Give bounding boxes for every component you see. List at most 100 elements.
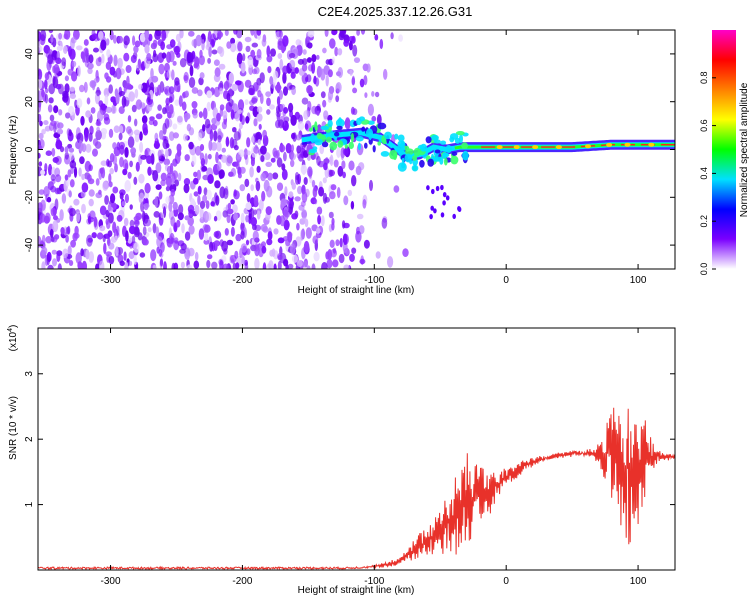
noise-blob: [300, 200, 306, 207]
noise-blob: [78, 167, 82, 177]
noise-blob: [250, 49, 256, 58]
noise-blob: [118, 106, 125, 114]
noise-blob: [282, 65, 288, 75]
noise-blob: [170, 216, 176, 227]
noise-blob: [85, 110, 91, 118]
noise-blob: [226, 239, 234, 246]
x-tick-label: 0: [503, 275, 509, 286]
noise-blob: [289, 199, 294, 210]
noise-blob: [231, 83, 238, 92]
noise-blob: [219, 46, 225, 58]
noise-blob: [292, 132, 297, 142]
noise-blob: [256, 48, 262, 59]
noise-blob: [187, 52, 194, 63]
noise-blob: [282, 72, 287, 84]
noise-blob: [192, 112, 198, 119]
noise-blob: [221, 147, 226, 153]
noise-blob: [277, 237, 285, 244]
noise-blob: [260, 145, 267, 155]
noise-blob: [119, 156, 124, 168]
noise-blob: [147, 93, 151, 103]
noise-blob: [166, 51, 172, 64]
noise-blob: [183, 112, 191, 120]
noise-blob: [85, 249, 90, 260]
noise-blob: [122, 168, 128, 176]
noise-blob: [124, 147, 129, 158]
noise-blob: [47, 104, 53, 113]
noise-blob: [67, 245, 72, 256]
noise-blob: [331, 56, 336, 65]
noise-blob: [44, 79, 48, 90]
noise-blob: [323, 162, 328, 171]
noise-blob: [341, 160, 346, 169]
noise-blob: [108, 242, 115, 250]
noise-blob: [342, 171, 346, 179]
noise-blob: [295, 174, 300, 185]
noise-blob: [246, 193, 251, 203]
noise-blob: [128, 91, 135, 102]
noise-blob: [67, 143, 73, 149]
signal-blob: [308, 148, 318, 154]
noise-blob: [77, 261, 83, 269]
noise-blob: [193, 260, 200, 269]
noise-blob: [204, 224, 211, 233]
noise-blob: [69, 86, 76, 92]
y-tick-label: 2: [24, 436, 35, 442]
noise-blob: [311, 54, 317, 63]
noise-blob: [343, 195, 349, 206]
noise-blob: [154, 30, 162, 41]
noise-blob: [242, 53, 246, 62]
noise-blob: [157, 39, 164, 47]
noise-blob: [232, 262, 237, 269]
noise-blob: [169, 232, 175, 245]
noise-blob: [224, 228, 229, 236]
noise-blob: [204, 118, 211, 129]
noise-blob: [63, 45, 68, 54]
noise-blob: [350, 200, 355, 210]
signal-blob: [431, 188, 435, 195]
noise-blob: [64, 151, 70, 160]
noise-blob: [237, 41, 243, 52]
noise-blob: [188, 141, 194, 150]
noise-blob: [301, 64, 308, 72]
noise-blob: [316, 54, 320, 60]
signal-core-red: [481, 143, 675, 148]
noise-blob: [161, 30, 167, 42]
noise-blob: [282, 125, 287, 131]
x-tick-label: 100: [630, 576, 647, 587]
noise-blob: [91, 232, 97, 239]
signal-blob: [411, 164, 419, 172]
spectrogram-x-label: Height of straight line (km): [298, 285, 415, 296]
signal-blob: [461, 142, 468, 150]
noise-blob: [322, 99, 327, 108]
noise-blob: [305, 227, 312, 239]
noise-blob: [108, 173, 112, 184]
noise-blob: [160, 172, 167, 182]
noise-blob: [276, 157, 283, 168]
noise-blob: [214, 180, 221, 189]
noise-blob: [331, 30, 338, 36]
noise-blob: [65, 226, 70, 235]
noise-blob: [61, 57, 67, 66]
noise-blob: [52, 258, 57, 267]
noise-blob: [261, 245, 267, 254]
noise-blob: [235, 160, 240, 170]
noise-blob: [266, 238, 273, 246]
noise-blob: [99, 225, 106, 232]
noise-blob: [239, 184, 246, 192]
noise-blob: [244, 178, 250, 188]
x-tick-label: -200: [232, 275, 252, 286]
noise-blob: [226, 155, 233, 164]
noise-blob: [159, 258, 164, 267]
noise-blob: [169, 92, 175, 103]
colorbar-tick-label: 0.4: [699, 167, 709, 180]
noise-blob: [216, 161, 222, 172]
signal-blob: [336, 125, 343, 130]
noise-blob: [117, 57, 123, 69]
noise-blob: [356, 30, 360, 36]
noise-blob: [172, 158, 178, 167]
noise-blob: [326, 259, 333, 269]
noise-blob: [98, 30, 104, 40]
noise-blob: [319, 144, 325, 155]
